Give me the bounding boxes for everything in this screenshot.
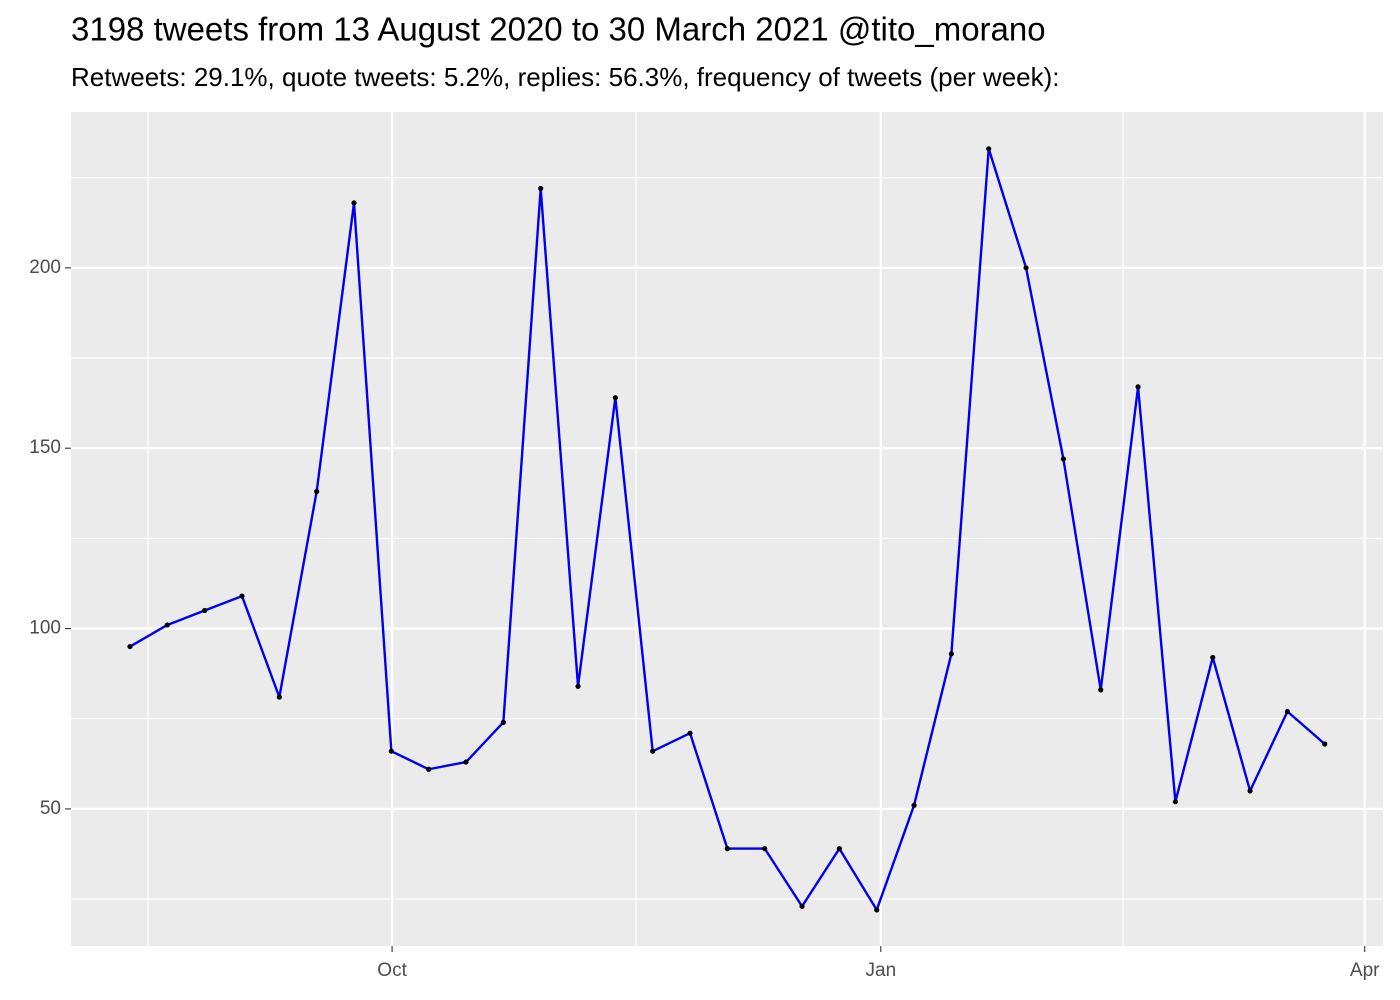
point — [762, 846, 768, 852]
x-tick-label: Apr — [1350, 960, 1380, 981]
point — [314, 488, 320, 495]
point — [388, 748, 394, 754]
y-tick-label: 150 — [29, 437, 61, 458]
point — [948, 651, 954, 657]
point — [1023, 265, 1029, 271]
point — [911, 802, 917, 808]
point — [1172, 799, 1179, 805]
chart-subtitle: Retweets: 29.1%, quote tweets: 5.2%, rep… — [71, 62, 1060, 92]
point — [1284, 708, 1291, 715]
point — [1060, 456, 1067, 462]
point — [276, 694, 282, 700]
point — [1322, 741, 1328, 747]
plot-panel — [71, 112, 1383, 946]
point — [202, 607, 208, 614]
point — [986, 146, 992, 152]
point — [1098, 687, 1104, 693]
point — [874, 907, 880, 913]
x-tick-label: Oct — [377, 960, 407, 981]
point — [1247, 788, 1253, 794]
point — [612, 395, 618, 401]
point — [1210, 654, 1216, 661]
point — [724, 846, 730, 852]
point — [239, 593, 245, 599]
chart-title: 3198 tweets from 13 August 2020 to 30 Ma… — [71, 11, 1046, 48]
y-tick-label: 100 — [29, 618, 61, 639]
point — [426, 766, 432, 772]
point — [1135, 384, 1141, 390]
point — [650, 748, 656, 754]
point — [463, 759, 469, 765]
point — [799, 903, 805, 909]
y-tick-label: 200 — [29, 257, 61, 278]
point — [164, 622, 170, 628]
point — [575, 683, 581, 689]
point — [538, 185, 544, 192]
point — [687, 730, 693, 736]
point — [500, 719, 506, 725]
point — [351, 200, 357, 206]
y-tick-label: 50 — [40, 798, 61, 819]
point — [836, 846, 842, 852]
point — [127, 643, 133, 650]
x-tick-label: Jan — [866, 960, 897, 981]
